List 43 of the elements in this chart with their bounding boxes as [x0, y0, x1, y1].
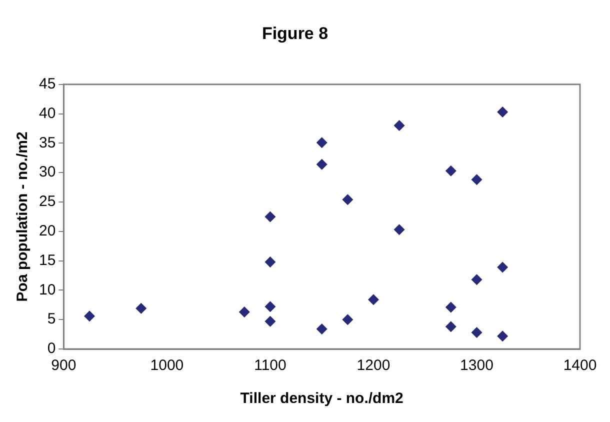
- x-tick-label: 1000: [150, 357, 184, 374]
- point: [316, 137, 328, 148]
- point: [445, 321, 456, 332]
- y-tick-label: 10: [38, 281, 56, 298]
- y-tick-label: 20: [38, 222, 56, 240]
- y-tick-label: 35: [38, 134, 56, 152]
- point: [136, 302, 147, 314]
- x-tick-label: 900: [51, 357, 76, 374]
- y-tick-label: 15: [38, 252, 56, 269]
- y-tick-label: 0: [47, 340, 56, 358]
- chart-title: Figure 8: [262, 24, 328, 43]
- y-tick-label: 25: [38, 193, 56, 210]
- point: [471, 327, 482, 338]
- point: [497, 106, 508, 118]
- x-axis-title: Tiller density - no./dm2: [240, 390, 404, 408]
- point: [316, 324, 328, 335]
- y-tick-label: 5: [47, 310, 56, 328]
- point: [264, 301, 276, 312]
- point: [264, 256, 276, 268]
- x-tick-label: 1200: [356, 357, 390, 374]
- point: [342, 314, 354, 326]
- y-tick-label: 30: [38, 164, 56, 181]
- y-tick-label: 45: [38, 76, 56, 93]
- point: [84, 310, 95, 322]
- point: [497, 330, 508, 342]
- point: [471, 174, 482, 186]
- y-axis-title: Poa population - no./m2: [14, 132, 32, 302]
- point: [264, 316, 276, 327]
- point: [445, 165, 456, 176]
- point: [497, 262, 508, 273]
- x-tick-label: 1400: [563, 357, 597, 374]
- x-tick-label: 1300: [460, 357, 494, 374]
- x-tick-label: 1100: [254, 357, 286, 374]
- point: [342, 194, 354, 206]
- point: [264, 211, 276, 222]
- point: [394, 224, 405, 236]
- point: [316, 158, 328, 170]
- point: [394, 120, 405, 132]
- point: [368, 294, 379, 306]
- point: [471, 274, 482, 286]
- point: [238, 306, 250, 318]
- point: [445, 302, 456, 313]
- y-tick-label: 40: [38, 104, 56, 122]
